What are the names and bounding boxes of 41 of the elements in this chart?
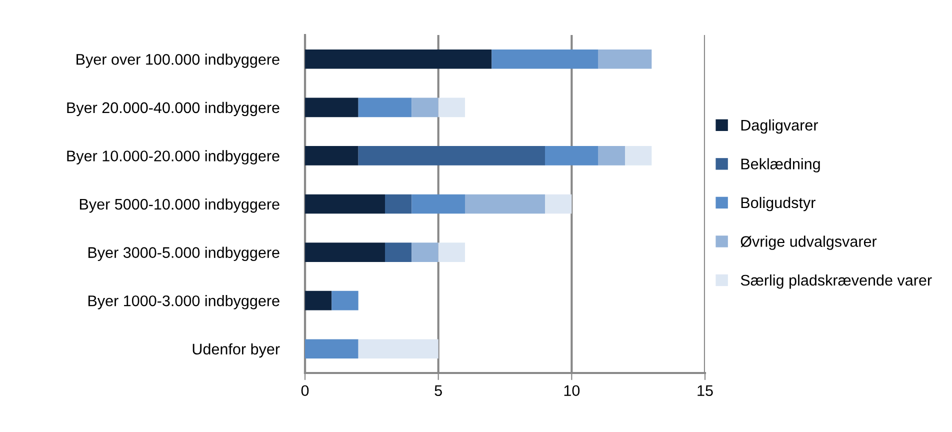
bar — [385, 194, 412, 214]
x-tick-label: 0 — [301, 385, 309, 396]
legend-label: Øvrige udvalgsvarer — [740, 236, 877, 250]
y-tick-label: Byer 1000-3.000 indbyggere — [88, 295, 280, 310]
y-tick-label: Byer 5000-10.000 indbyggere — [80, 198, 280, 213]
y-tick-label: Byer over 100.000 indbyggere — [76, 54, 280, 68]
bar — [305, 242, 385, 262]
bar — [412, 242, 438, 262]
bar — [438, 242, 465, 262]
bar — [545, 146, 598, 166]
bar — [305, 290, 332, 310]
bar — [625, 146, 652, 166]
legend-label: Særlig pladskrævende varer — [740, 274, 932, 289]
bar — [305, 194, 385, 214]
bar — [412, 98, 438, 118]
bar — [465, 194, 545, 214]
bar — [412, 194, 465, 214]
bar — [358, 339, 438, 359]
bar — [305, 98, 358, 118]
bar — [358, 98, 412, 118]
x-tick-label: 15 — [698, 385, 713, 396]
bar — [358, 146, 545, 166]
bar — [492, 49, 598, 69]
bar — [438, 98, 465, 118]
y-tick-label: Udenfor byer — [192, 343, 280, 358]
legend-label: Dagligvarer — [741, 119, 818, 134]
y-tick-label: Byer 10.000-20.000 indbyggere — [67, 150, 280, 164]
y-tick-label: Byer 20.000-40.000 indbyggere — [67, 102, 280, 116]
x-tick-label: 5 — [434, 385, 442, 396]
bar — [332, 290, 358, 310]
bar — [598, 49, 652, 69]
bar — [305, 146, 358, 166]
bar — [305, 339, 358, 359]
y-tick-label: Byer 3000-5.000 indbyggere — [88, 246, 280, 261]
bar — [598, 146, 625, 166]
x-tick-label: 10 — [564, 385, 580, 396]
bar — [305, 49, 492, 69]
bar — [545, 194, 572, 214]
legend-label: Beklædning — [741, 158, 820, 172]
legend-label: Boligudstyr — [741, 196, 816, 212]
bar — [385, 242, 412, 262]
